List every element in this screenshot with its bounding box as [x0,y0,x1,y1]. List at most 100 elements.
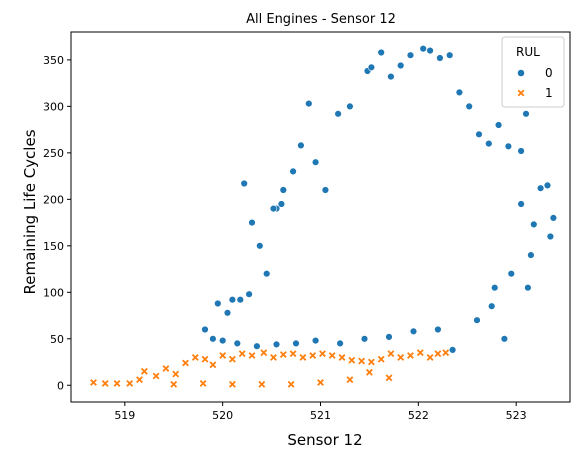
series-1-point [407,352,414,359]
series-1-point [317,379,324,386]
series-1-point [279,351,287,359]
legend-title: RUL [516,45,540,59]
series-1-point [136,376,143,384]
series-1-point [152,372,160,380]
series-0-point [321,186,330,194]
series-1-point [387,350,395,358]
plot-frame [70,31,571,403]
series-1-point [348,356,356,364]
series-0-point [448,346,457,354]
series-0-point [546,232,555,241]
series-0-point [263,270,271,278]
series-1-point [397,353,405,361]
series-0-point [279,186,287,194]
series-1-point [434,350,442,358]
series-1-point [219,352,227,359]
y-tick-label: 200 [43,193,64,206]
series-1-point [162,365,170,372]
series-0-point [248,218,256,227]
series-1-point [385,374,393,382]
series-0-point [549,214,558,222]
series-0-point [419,44,427,53]
series-0-point [214,299,222,308]
series-0-point [465,102,473,111]
plot-area [90,44,558,388]
x-tick-label: 520 [212,409,233,422]
series-0-point [233,339,242,348]
series-1-point [270,353,277,361]
series-1-point [248,352,256,359]
series-0-point [488,302,496,310]
series-0-point [409,327,418,335]
series-1-point [309,352,317,359]
y-tick-label: 250 [43,147,64,160]
series-1-point [199,379,207,387]
series-0-point [311,158,320,166]
series-1-point [113,379,121,387]
x-tick-label: 523 [506,409,527,422]
y-tick-label: 50 [50,333,64,346]
series-1-point [416,349,424,357]
series-0-point [360,335,369,343]
series-0-point [377,48,385,57]
series-0-point [269,204,278,213]
series-0-point [305,99,313,108]
series-1-point [338,353,346,361]
series-1-point [170,380,178,388]
series-1-point [201,355,209,363]
series-1-point [328,352,336,359]
series-1-point [287,380,295,388]
series-0-point [256,242,264,250]
series-0-point [543,181,552,190]
y-axis-title: Remaining Life Cycles [21,129,39,294]
y-tick-label: 150 [43,240,64,253]
series-0-point [507,270,515,278]
legend-label-1: 1 [545,86,553,100]
legend: RUL 0 1 [501,36,565,108]
series-1-point [365,368,373,376]
series-0-point [272,340,281,349]
series-0-point [228,296,237,304]
series-0-point [522,110,530,118]
series-0-point [504,142,513,151]
series-0-point [336,339,344,348]
series-1-point [377,355,385,363]
y-tick-label: 100 [43,286,64,299]
series-1-point [126,379,134,387]
series-0-point [517,200,525,208]
series-0-point [292,339,300,348]
series-1-point [182,359,189,367]
y-tick-label: 0 [57,379,64,392]
x-tick-label: 519 [114,409,135,422]
series-1-point [367,358,375,366]
series-1-point [90,379,97,386]
x-tick-label: 521 [310,409,331,422]
series-0-point [491,284,499,292]
series-0-point [209,335,217,343]
series-0-point [397,61,405,70]
series-0-point [500,335,509,343]
series-1-point [442,349,450,357]
series-0-point [536,184,545,192]
series-1-point [426,353,434,361]
series-1-point [238,350,246,358]
x-tick-label: 522 [408,409,429,422]
series-0-point [334,110,342,118]
series-0-point [277,200,286,208]
series-0-point [436,54,444,62]
series-0-point [455,88,464,97]
series-1-point [191,353,199,361]
series-0-point [446,51,454,59]
series-0-point [517,147,525,155]
series-0-point [297,141,305,150]
legend-box [501,36,565,108]
series-0-point [223,309,232,317]
series-1 [90,349,450,388]
series-1-point [140,367,148,375]
series-1-point [258,380,266,388]
series-0-point [530,220,538,229]
series-0 [201,44,558,354]
series-0-point [473,316,481,324]
series-0-point [346,102,354,111]
